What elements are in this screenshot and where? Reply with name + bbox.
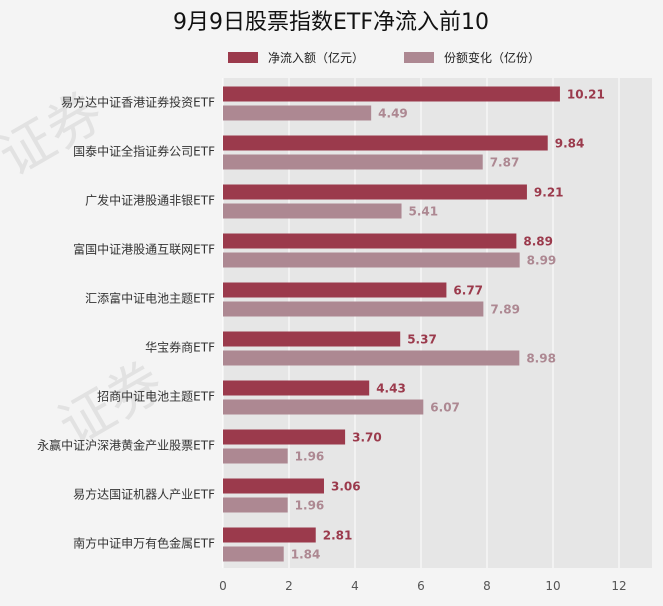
category-labels: 易方达中证香港证券投资ETF 国泰中证全指证券公司ETF 广发中证港股通非银ETF 富… [37,95,215,551]
data-label-share-change: 8.98 [526,352,556,366]
bar-net-inflow [223,527,316,543]
bar-net-inflow [223,380,370,396]
bar-net-inflow [223,331,401,347]
data-label-net-inflow: 9.21 [534,186,564,200]
category-label: 华宝券商ETF [145,340,215,355]
legend-label: 净流入额（亿元） [268,50,364,65]
data-label-net-inflow: 5.37 [407,333,437,347]
plot-area [223,78,652,568]
bar-net-inflow [223,282,447,298]
bar-share-change [223,350,520,366]
category-label: 永赢中证沪深港黄金产业股票ETF [37,438,215,453]
chart-title: 9月9日股票指数ETF净流入前10 [173,10,489,35]
bar-share-change [223,203,402,219]
bar-net-inflow [223,135,548,151]
x-tick-label: 6 [417,579,425,593]
data-label-share-change: 7.89 [490,303,520,317]
data-label-share-change: 4.49 [378,107,408,121]
category-label: 广发中证港股通非银ETF [85,193,215,208]
bars-layer: 10.21 4.49 9.84 7.87 9.21 5.41 8.89 8.99 6.77 7.8… [223,86,605,562]
category-label: 富国中证港股通互联网ETF [73,242,215,257]
data-label-net-inflow: 6.77 [453,284,483,298]
x-axis-ticks: 0 2 4 6 8 10 12 [219,579,626,593]
data-label-share-change: 1.96 [295,450,325,464]
x-tick-label: 12 [611,579,626,593]
category-label: 易方达中证香港证券投资ETF [61,95,215,110]
legend-swatch [404,52,434,63]
bar-share-change [223,546,284,562]
x-tick-label: 10 [545,579,560,593]
x-tick-label: 8 [483,579,491,593]
bar-net-inflow [223,429,346,445]
bar-share-change [223,252,520,268]
data-label-share-change: 1.84 [291,548,321,562]
bar-net-inflow [223,184,527,200]
legend-swatch [228,52,258,63]
x-tick-label: 2 [285,579,293,593]
data-label-net-inflow: 9.84 [555,137,585,151]
bar-share-change [223,448,288,464]
bar-share-change [223,399,424,415]
bar-net-inflow [223,233,517,249]
category-label: 国泰中证全指证券公司ETF [73,144,215,159]
bar-share-change [223,105,372,121]
data-label-net-inflow: 2.81 [323,529,353,543]
data-label-share-change: 1.96 [295,499,325,513]
bar-net-inflow [223,478,324,494]
bar-share-change [223,497,288,513]
data-label-net-inflow: 8.89 [523,235,553,249]
data-label-net-inflow: 10.21 [567,88,605,102]
data-label-share-change: 7.87 [490,156,520,170]
data-label-net-inflow: 4.43 [376,382,406,396]
data-label-share-change: 6.07 [430,401,460,415]
legend: 净流入额（亿元） 份额变化（亿份） [228,50,540,65]
x-tick-label: 4 [351,579,359,593]
data-label-share-change: 8.99 [527,254,557,268]
x-tick-label: 0 [219,579,227,593]
data-label-net-inflow: 3.06 [331,480,361,494]
category-label: 汇添富中证电池主题ETF [85,291,215,306]
bar-share-change [223,154,483,170]
data-label-share-change: 5.41 [409,205,439,219]
data-label-net-inflow: 3.70 [352,431,382,445]
bar-share-change [223,301,484,317]
category-label: 南方中证申万有色金属ETF [73,536,215,551]
category-label: 招商中证电池主题ETF [97,389,215,404]
legend-label: 份额变化（亿份） [444,50,540,65]
bar-net-inflow [223,86,560,102]
category-label: 易方达国证机器人产业ETF [73,487,215,502]
